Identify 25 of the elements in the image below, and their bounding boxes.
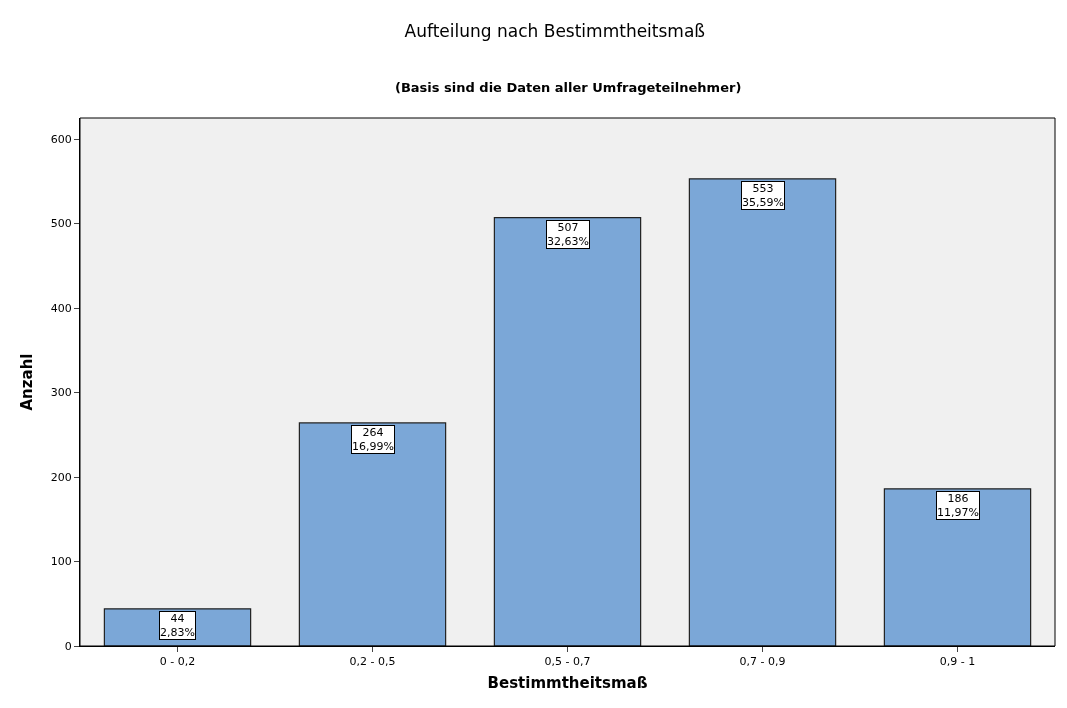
data-label: 553 35,59% [742,182,784,210]
y-tick-label: 500 [50,217,72,231]
y-tick-label: 100 [50,555,72,569]
data-label: 44 2,83% [160,612,195,640]
y-tick-label: 0 [64,639,72,653]
bar [688,178,837,646]
x-axis-title: Bestimmtheitsmaß [487,674,648,693]
bar [493,217,642,646]
y-axis-title: Anzahl [18,353,37,411]
y-tick-label: 400 [50,301,72,315]
x-tick-label: 0,2 - 0,5 [349,655,396,669]
y-tick-label: 300 [50,386,72,400]
x-tick-label: 0,7 - 0,9 [739,655,786,669]
x-tick-label: 0,9 - 1 [939,655,976,669]
x-tick-label: 0 - 0,2 [159,655,196,669]
chart-title: Aufteilung nach Bestimmtheitsmaß [404,20,706,41]
data-label: 507 32,63% [547,221,589,249]
data-label: 186 11,97% [937,492,979,520]
bar [298,422,447,646]
bar [883,488,1032,646]
y-tick-label: 600 [50,132,72,146]
data-label: 264 16,99% [352,426,394,454]
chart-subtitle: (Basis sind die Daten aller Umfrageteilnehmer) [395,80,742,95]
y-tick-label: 200 [50,470,72,484]
x-tick-label: 0,5 - 0,7 [544,655,591,669]
